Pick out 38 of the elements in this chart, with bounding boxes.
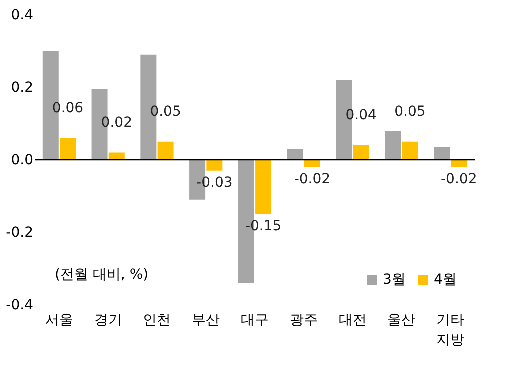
y-tick-label: 0.0 <box>11 152 34 168</box>
legend-label: 3월 <box>383 272 406 288</box>
data-label: -0.02 <box>440 171 478 188</box>
bar <box>256 160 272 214</box>
y-tick-label: 0.4 <box>11 8 34 24</box>
data-label: 0.05 <box>150 104 182 120</box>
bar <box>385 131 402 160</box>
x-tick-label: 울산 <box>388 312 416 328</box>
x-tick-label: 광주 <box>290 312 318 328</box>
annotation: (전월 대비, %) <box>55 267 149 283</box>
bar <box>108 152 125 160</box>
bar <box>158 142 174 160</box>
x-tick-label: 서울 <box>45 312 74 328</box>
data-label: -0.02 <box>294 171 331 188</box>
data-label: -0.03 <box>196 174 233 191</box>
bar <box>287 149 304 160</box>
bar <box>353 146 370 160</box>
x-tick-label: 경기 <box>94 312 122 328</box>
data-label: 0.02 <box>101 114 132 131</box>
y-tick-label: 0.2 <box>11 80 34 96</box>
x-tick-label: 인천 <box>143 312 172 328</box>
data-label: 0.04 <box>346 108 378 124</box>
y-tick-label: -0.4 <box>6 298 34 314</box>
data-label: 0.06 <box>52 100 84 116</box>
bar <box>206 160 223 171</box>
legend-label: 4월 <box>434 272 457 288</box>
y-tick-label: -0.2 <box>6 225 34 241</box>
x-tick-label: 부산 <box>192 312 220 328</box>
x-tick-label: 대전 <box>338 312 367 328</box>
x-tick-label: 기타 지방 <box>436 312 465 348</box>
bar <box>451 160 468 168</box>
data-label: -0.15 <box>245 218 282 234</box>
data-label: 0.05 <box>394 104 426 120</box>
bar <box>402 142 418 160</box>
bar <box>304 160 320 168</box>
x-tick-label: 대구 <box>241 312 269 328</box>
bar <box>434 147 450 160</box>
bar <box>60 138 76 160</box>
